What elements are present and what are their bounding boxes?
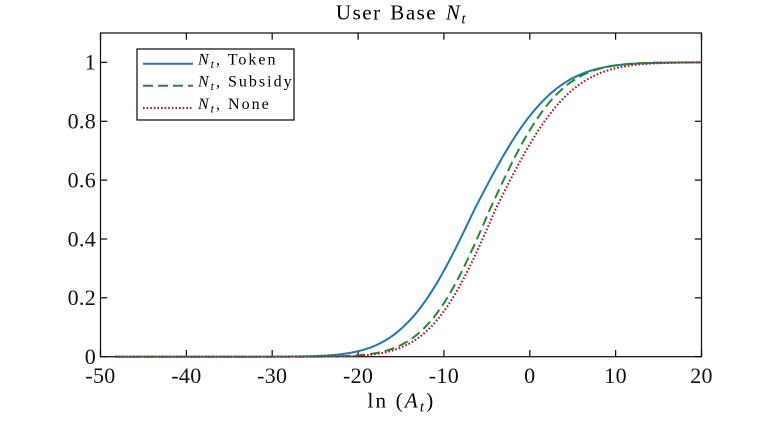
svg-text:-40: -40 bbox=[171, 363, 201, 388]
svg-text:0.6: 0.6 bbox=[68, 167, 96, 192]
svg-text:0.4: 0.4 bbox=[68, 226, 96, 251]
svg-text:-50: -50 bbox=[85, 363, 115, 388]
svg-text:0.2: 0.2 bbox=[68, 285, 96, 310]
svg-text:0: 0 bbox=[85, 344, 96, 369]
svg-text:-20: -20 bbox=[343, 363, 373, 388]
svg-text:20: 20 bbox=[690, 363, 713, 388]
svg-text:1: 1 bbox=[85, 50, 96, 75]
svg-text:10: 10 bbox=[604, 363, 627, 388]
svg-text:Nt, None: Nt, None bbox=[197, 96, 271, 116]
svg-text:-30: -30 bbox=[257, 363, 287, 388]
svg-text:0.8: 0.8 bbox=[68, 109, 96, 134]
svg-text:0: 0 bbox=[524, 363, 535, 388]
svg-text:Nt, Subsidy: Nt, Subsidy bbox=[197, 74, 294, 94]
svg-text:User Base Nt: User Base Nt bbox=[336, 1, 467, 28]
svg-text:Nt, Token: Nt, Token bbox=[197, 52, 277, 72]
svg-text:-10: -10 bbox=[429, 363, 459, 388]
